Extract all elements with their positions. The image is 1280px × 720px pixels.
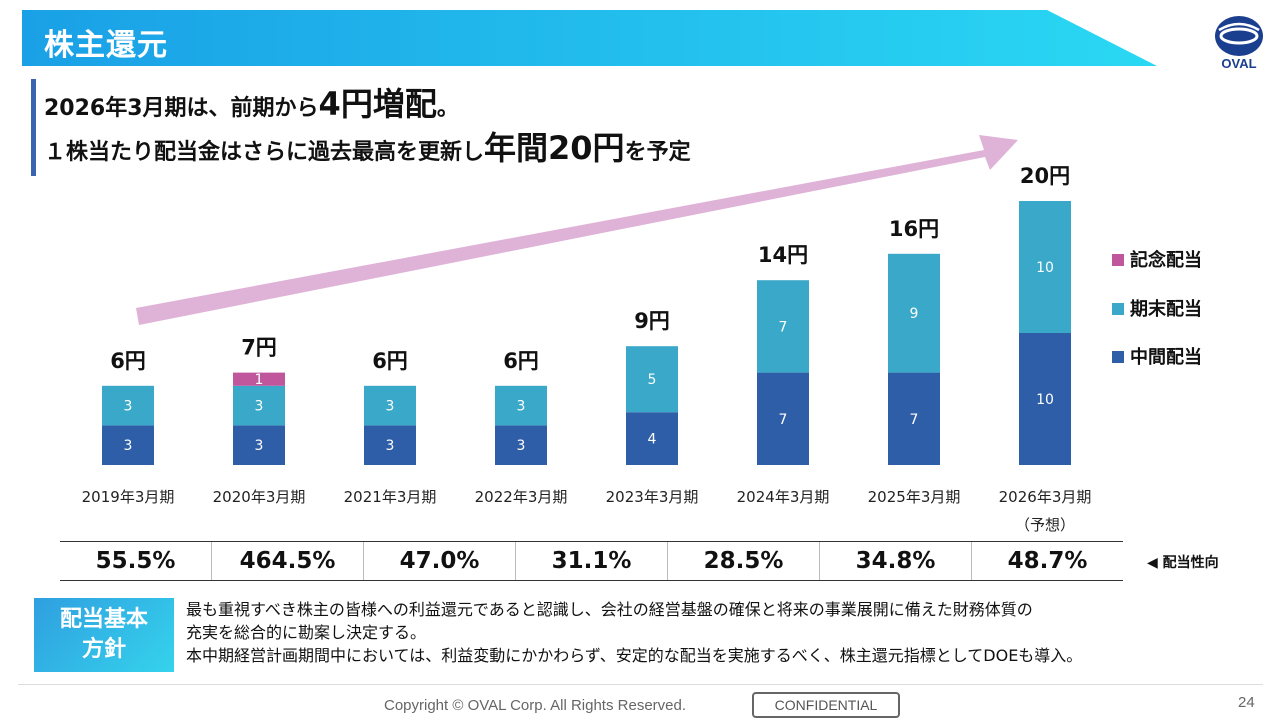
legend-label: 中間配当 — [1130, 346, 1202, 368]
headline-line-1: 2026年3月期は、前期から4円増配。 — [44, 88, 691, 120]
bar-segment-label: 10 — [1036, 392, 1054, 408]
bar-segment-label: 3 — [124, 399, 133, 415]
bar-segment — [364, 385, 416, 426]
bar-total-label: 6円 — [372, 349, 408, 373]
bar-segment — [495, 385, 547, 426]
bar-segment — [102, 385, 154, 426]
bar-segment-label: 3 — [386, 399, 395, 415]
category-note: （予想） — [1015, 516, 1075, 534]
bar-segment-label: 3 — [255, 438, 264, 454]
policy-text-line-2: 充実を総合的に勘案し決定する。 — [186, 623, 427, 643]
bar-segment — [757, 280, 809, 373]
logo-text: OVAL — [1221, 56, 1257, 71]
payout-ratio-cell: 47.0% — [363, 542, 515, 580]
bar-segment — [757, 372, 809, 465]
payout-ratio-table: 55.5% 464.5% 47.0% 31.1% 28.5% 34.8% 48.7% — [60, 541, 1123, 581]
copyright: Copyright © OVAL Corp. All Rights Reserv… — [384, 697, 687, 714]
bar-segment — [495, 425, 547, 465]
legend-label: 記念配当 — [1130, 249, 1202, 271]
page-title: 株主還元 — [44, 28, 168, 63]
bar-segment-label: 5 — [648, 372, 657, 388]
policy-text-line-3: 本中期経営計画期間中においては、利益変動にかかわらず、安定的な配当を実施するべく… — [186, 646, 1083, 666]
bar-segment-label: 3 — [517, 438, 526, 454]
bar-total-label: 20円 — [1020, 164, 1070, 188]
bar-segment — [364, 425, 416, 465]
page-number: 24 — [1238, 694, 1255, 711]
bar-total-label: 6円 — [503, 349, 539, 373]
policy-box-line-1: 配当基本 — [59, 607, 148, 633]
bar-segment — [102, 425, 154, 465]
bar-segment-label: 3 — [255, 399, 264, 415]
bar-segment — [1019, 333, 1071, 465]
category-label: 2026年3月期 — [999, 488, 1092, 506]
bar-segment — [233, 425, 285, 465]
dividend-policy-text: 最も重視すべき株主の皆様への利益還元であると認識し、会社の経営基盤の確保と将来の… — [186, 598, 1266, 668]
footer-divider — [18, 684, 1263, 685]
bar-total-label: 14円 — [758, 243, 808, 267]
bar-total-label: 9円 — [634, 309, 670, 333]
bar-segment-label: 9 — [910, 306, 919, 322]
growth-arrow — [136, 135, 1018, 325]
category-label: 2023年3月期 — [606, 488, 699, 506]
category-label: 2021年3月期 — [344, 488, 437, 506]
dividend-policy-box: 配当基本 方針 — [34, 598, 174, 672]
bar-segment-label: 7 — [779, 412, 788, 428]
category-label: 2025年3月期 — [868, 488, 961, 506]
bar-segment — [888, 372, 940, 465]
headline-line-2-start: １株当たり配当金はさらに過去最高を更新し — [44, 140, 485, 165]
category-label: 2024年3月期 — [737, 488, 830, 506]
headline-line-2-end: を予定 — [624, 140, 691, 165]
bar-segment-label: 4 — [648, 432, 657, 448]
bar-segment-label: 3 — [517, 399, 526, 415]
bar-total-label: 7円 — [241, 336, 277, 360]
legend-label: 期末配当 — [1130, 298, 1202, 320]
payout-ratio-label: ◀ 配当性向 — [1147, 555, 1219, 571]
bar-segment — [888, 253, 940, 373]
bar-segment-label: 3 — [124, 438, 133, 454]
headline-line-1-end: 。 — [436, 96, 459, 121]
bar-segment — [1019, 201, 1071, 333]
confidential-badge: CONFIDENTIAL — [752, 692, 900, 718]
legend-swatch — [1112, 351, 1124, 363]
oval-logo-icon — [1215, 16, 1263, 56]
payout-ratio-cell: 28.5% — [667, 542, 819, 580]
bar-segment — [233, 372, 285, 386]
payout-ratio-cell: 48.7% — [971, 542, 1123, 580]
category-label: 2020年3月期 — [213, 488, 306, 506]
category-label: 2022年3月期 — [475, 488, 568, 506]
bar-total-label: 6円 — [110, 349, 146, 373]
bar-segment-label: 10 — [1036, 260, 1054, 276]
headline-increase-amount: 4円増配 — [318, 85, 437, 123]
payout-ratio-cell: 464.5% — [211, 542, 363, 580]
bar-segment-label: 1 — [255, 372, 264, 388]
legend-swatch — [1112, 254, 1124, 266]
policy-box-line-2: 方針 — [81, 637, 126, 662]
headline-line-1-start: 2026年3月期は、前期から — [44, 96, 319, 121]
policy-text-line-1: 最も重視すべき株主の皆様への利益還元であると認識し、会社の経営基盤の確保と将来の… — [186, 600, 1033, 619]
category-label: 2019年3月期 — [82, 488, 175, 506]
bar-segment-label: 3 — [386, 438, 395, 454]
bar-segment — [233, 385, 285, 426]
headline-line-2: １株当たり配当金はさらに過去最高を更新し年間20円を予定 — [44, 132, 691, 164]
bar-segment — [626, 412, 678, 465]
headline-accent-bar — [31, 79, 36, 176]
payout-ratio-cell: 55.5% — [95, 548, 176, 574]
bar-segment-label: 7 — [779, 319, 788, 335]
payout-ratio-cell: 34.8% — [819, 542, 971, 580]
headline: 2026年3月期は、前期から4円増配。 １株当たり配当金はさらに過去最高を更新し… — [44, 84, 691, 164]
legend-swatch — [1112, 303, 1124, 315]
bar-total-label: 16円 — [889, 217, 939, 241]
bar-segment — [626, 346, 678, 413]
bar-segment-label: 7 — [910, 412, 919, 428]
payout-ratio-cell: 31.1% — [515, 542, 667, 580]
headline-annual-amount: 年間20円 — [484, 129, 625, 167]
header-band — [22, 10, 1157, 66]
